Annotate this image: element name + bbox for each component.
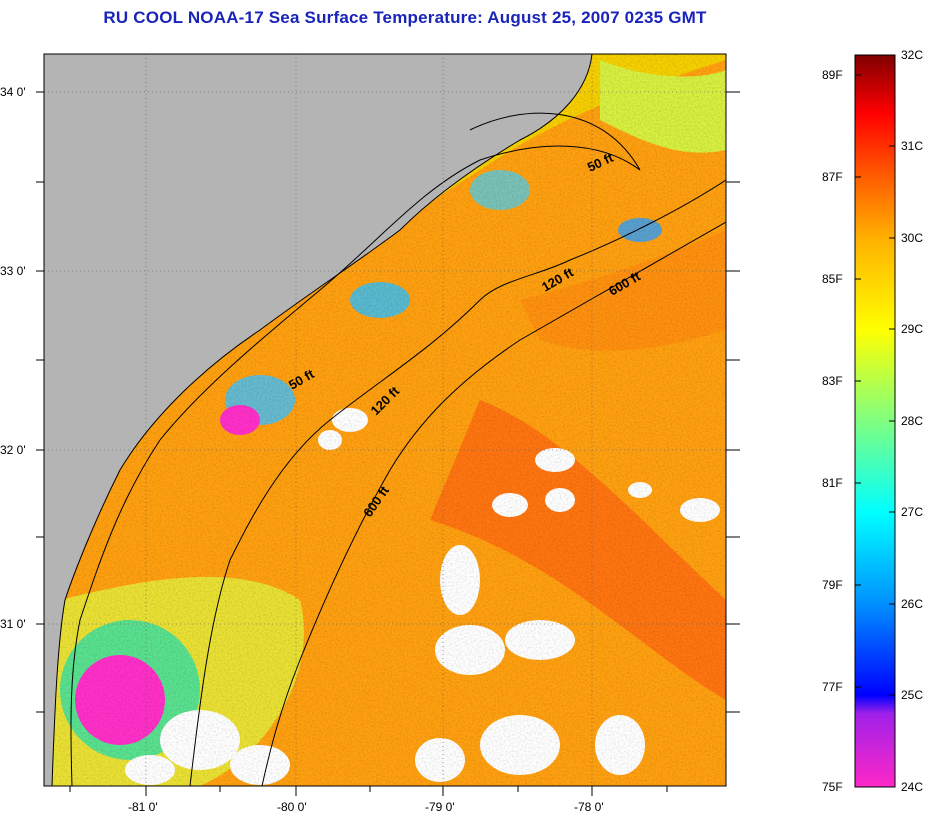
map-frame: [43, 53, 727, 787]
cbar-c-25: 25C: [901, 688, 924, 702]
lon-label-79: -79 0': [425, 800, 455, 814]
colorbar: [854, 54, 896, 788]
cbar-f-79: 79F: [822, 578, 843, 592]
lat-label-32: 32 0': [0, 443, 26, 457]
coastline: [51, 54, 593, 786]
lat-label-33: 33 0': [0, 264, 26, 278]
cbar-c-27: 27C: [901, 505, 924, 519]
cbar-f-77: 77F: [822, 680, 843, 694]
cbar-f-83: 83F: [822, 374, 843, 388]
cbar-c-26: 26C: [901, 597, 924, 611]
contour-50ft: [70, 112, 641, 786]
cbar-f-89: 89F: [822, 68, 843, 82]
cbar-f-75: 75F: [822, 780, 843, 794]
map-title: RU COOL NOAA-17 Sea Surface Temperature:…: [103, 8, 707, 27]
lat-label-34: 34 0': [0, 85, 26, 99]
cbar-f-81: 81F: [822, 476, 843, 490]
cbar-c-24: 24C: [901, 780, 924, 794]
lon-label-78: -78 0': [574, 800, 604, 814]
cbar-f-85: 85F: [822, 272, 843, 286]
lat-label-31: 31 0': [0, 617, 26, 631]
cbar-c-28: 28C: [901, 414, 924, 428]
contour-120ft: [189, 179, 726, 786]
land-mass: [44, 54, 592, 786]
cbar-c-31: 31C: [901, 139, 924, 153]
cbar-c-32: 32C: [901, 48, 924, 62]
lon-label-80: -80 0': [277, 800, 307, 814]
contour-600ft: [261, 221, 726, 786]
graticule: [44, 54, 726, 786]
cbar-c-30: 30C: [901, 231, 924, 245]
lon-label-81: -81 0': [128, 800, 158, 814]
cbar-f-87: 87F: [822, 170, 843, 184]
cbar-c-29: 29C: [901, 322, 924, 336]
